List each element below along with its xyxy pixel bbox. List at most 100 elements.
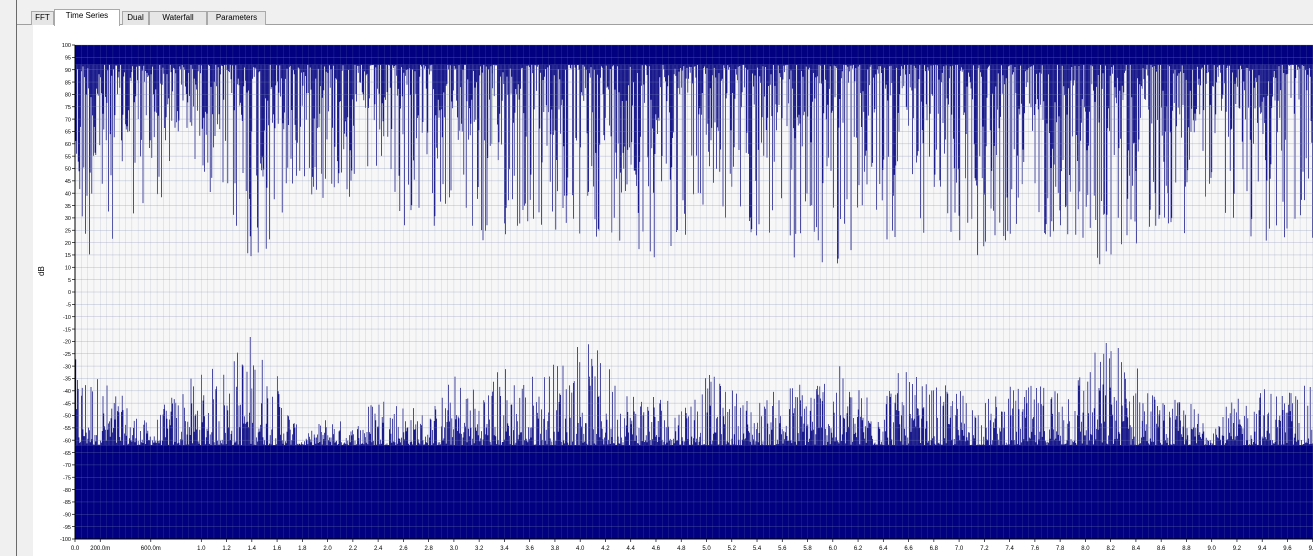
x-tick-label: 7.6 [1031, 546, 1040, 552]
x-tick-label: 6.8 [930, 546, 939, 552]
x-tick-label: 5.6 [778, 546, 787, 552]
y-tick-label: 0 [68, 290, 71, 296]
x-tick-label: 3.2 [475, 546, 484, 552]
x-tick-label: 1.2 [222, 546, 231, 552]
x-tick-label: 8.6 [1157, 546, 1166, 552]
x-tick-label: 0.0 [71, 546, 80, 552]
y-tick-label: -70 [63, 463, 71, 469]
y-tick-label: 10 [65, 266, 71, 272]
x-tick-label: 4.2 [601, 546, 610, 552]
x-tick-label: 9.4 [1258, 546, 1267, 552]
chart: 1009590858075706560555045403530252015105… [60, 43, 1313, 552]
y-tick-label: -90 [63, 513, 71, 519]
x-tick-label: 200.0m [90, 546, 110, 552]
x-tick-label: 5.4 [753, 546, 762, 552]
x-tick-label: 8.4 [1132, 546, 1141, 552]
tab-time-series[interactable]: Time Series [54, 9, 120, 26]
x-tick-label: 4.4 [627, 546, 636, 552]
x-tick-label: 7.4 [1005, 546, 1014, 552]
y-tick-label: 65 [65, 130, 71, 136]
x-tick-label: 4.8 [677, 546, 686, 552]
x-tick-label: 8.8 [1182, 546, 1191, 552]
y-tick-label: -10 [63, 315, 71, 321]
y-tick-label: 90 [65, 68, 71, 74]
x-tick-label: 7.2 [980, 546, 989, 552]
y-tick-label: -40 [63, 389, 71, 395]
y-tick-label: -15 [63, 327, 71, 333]
y-tick-label: -75 [63, 475, 71, 481]
x-tick-label: 2.0 [323, 546, 332, 552]
y-tick-label: -85 [63, 500, 71, 506]
x-tick-label: 8.0 [1081, 546, 1090, 552]
x-tick-label: 3.8 [551, 546, 560, 552]
x-tick-label: 9.0 [1208, 546, 1217, 552]
y-tick-label: 35 [65, 204, 71, 210]
y-tick-label: 55 [65, 154, 71, 160]
x-tick-label: 2.6 [399, 546, 408, 552]
x-tick-label: 1.4 [248, 546, 257, 552]
x-tick-label: 6.0 [829, 546, 838, 552]
y-tick-label: 70 [65, 117, 71, 123]
y-tick-label: 40 [65, 191, 71, 197]
y-tick-label: -35 [63, 377, 71, 383]
y-tick-label: -5 [66, 303, 71, 309]
y-tick-label: -55 [63, 426, 71, 432]
left-border [16, 0, 17, 556]
y-tick-label: 25 [65, 228, 71, 234]
y-tick-label: -45 [63, 401, 71, 407]
x-tick-label: 7.0 [955, 546, 964, 552]
x-tick-label: 600.0m [141, 546, 161, 552]
x-tick-label: 5.0 [702, 546, 711, 552]
y-tick-label: 75 [65, 105, 71, 111]
x-tick-label: 9.8 [1309, 546, 1313, 552]
y-tick-label: -95 [63, 525, 71, 531]
x-tick-label: 6.6 [904, 546, 913, 552]
y-tick-label: 30 [65, 216, 71, 222]
tab-fft[interactable]: FFT [31, 11, 54, 25]
x-tick-label: 9.2 [1233, 546, 1242, 552]
x-tick-label: 1.6 [273, 546, 282, 552]
tab-dual[interactable]: Dual [122, 11, 149, 25]
y-axis-label: dB [37, 266, 46, 276]
y-tick-label: -20 [63, 340, 71, 346]
y-tick-label: 5 [68, 278, 71, 284]
y-tick-label: 45 [65, 179, 71, 185]
x-tick-label: 5.8 [803, 546, 812, 552]
y-tick-label: -80 [63, 488, 71, 494]
y-tick-label: 20 [65, 241, 71, 247]
x-tick-label: 5.2 [728, 546, 737, 552]
y-tick-label: 15 [65, 253, 71, 259]
x-tick-label: 3.0 [450, 546, 459, 552]
tab-waterfall[interactable]: Waterfall [149, 11, 207, 25]
x-tick-label: 2.4 [374, 546, 383, 552]
x-tick-label: 3.4 [500, 546, 509, 552]
chart-panel: 100 95 90 85 80 75 70 65 60 55 50 45 40 35 30 25 20 15 10 5… [33, 25, 1313, 556]
x-tick-label: 8.2 [1106, 546, 1115, 552]
x-tick-label: 2.8 [424, 546, 433, 552]
x-tick-label: 4.0 [576, 546, 585, 552]
y-tick-label: -25 [63, 352, 71, 358]
x-tick-label: 7.8 [1056, 546, 1065, 552]
tab-parameters[interactable]: Parameters [207, 11, 266, 25]
x-tick-label: 4.6 [652, 546, 661, 552]
y-tick-label: -60 [63, 438, 71, 444]
x-tick-label: 1.8 [298, 546, 307, 552]
y-tick-label: -100 [60, 537, 71, 543]
tab-bar: FFT Time Series Dual Waterfall Parameter… [17, 0, 1313, 26]
y-tick-label: 100 [62, 43, 71, 49]
y-tick-label: 95 [65, 56, 71, 62]
y-tick-label: -30 [63, 364, 71, 370]
y-tick-label: 80 [65, 93, 71, 99]
y-tick-label: 60 [65, 142, 71, 148]
y-tick-label: -65 [63, 451, 71, 457]
y-tick-label: 85 [65, 80, 71, 86]
x-tick-label: 9.6 [1283, 546, 1292, 552]
x-tick-label: 3.6 [526, 546, 535, 552]
y-tick-label: -50 [63, 414, 71, 420]
y-tick-label: 50 [65, 167, 71, 173]
x-tick-label: 6.2 [854, 546, 863, 552]
x-tick-label: 1.0 [197, 546, 206, 552]
x-tick-label: 6.4 [879, 546, 888, 552]
x-tick-label: 2.2 [349, 546, 358, 552]
